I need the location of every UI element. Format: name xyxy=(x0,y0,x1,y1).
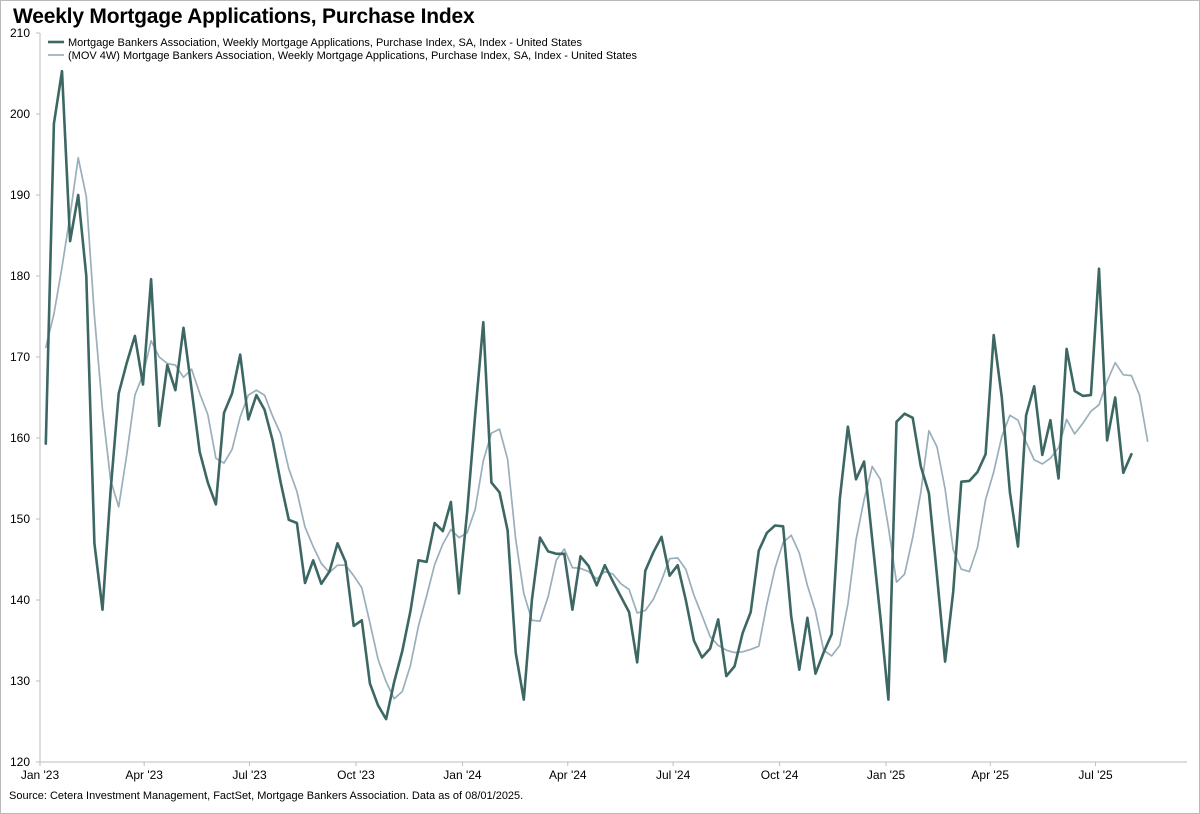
series-lines xyxy=(44,69,1149,721)
x-tick-label: Apr '24 xyxy=(549,768,587,782)
x-tick-label: Jul '23 xyxy=(232,768,267,782)
legend: Mortgage Bankers Association, Weekly Mor… xyxy=(48,37,638,62)
y-tick-label: 190 xyxy=(10,188,30,202)
source-note: Source: Cetera Investment Management, Fa… xyxy=(9,790,524,802)
y-tick-label: 200 xyxy=(10,107,30,121)
y-tick-label: 120 xyxy=(10,755,30,769)
y-tick-label: 140 xyxy=(10,593,30,607)
x-tick-label: Apr '23 xyxy=(125,768,163,782)
y-tick-label: 160 xyxy=(10,431,30,445)
y-axis-ticks: 120 130 140 150 160 170 180 190 200 210 xyxy=(10,26,40,769)
x-tick-label: Oct '23 xyxy=(337,768,375,782)
y-tick-label: 210 xyxy=(10,26,30,40)
chart-title: Weekly Mortgage Applications, Purchase I… xyxy=(13,5,475,28)
x-tick-label: Apr '25 xyxy=(971,768,1009,782)
x-tick-label: Jul '25 xyxy=(1078,768,1113,782)
x-tick-label: Oct '24 xyxy=(761,768,799,782)
y-tick-label: 150 xyxy=(10,512,30,526)
legend-label-purchase-index: Mortgage Bankers Association, Weekly Mor… xyxy=(68,37,583,49)
y-tick-label: 170 xyxy=(10,350,30,364)
series-line-moving-average xyxy=(44,156,1149,700)
axes xyxy=(39,33,1187,763)
y-tick-label: 130 xyxy=(10,674,30,688)
x-tick-label: Jan '23 xyxy=(21,768,60,782)
legend-label-moving-average: (MOV 4W) Mortgage Bankers Association, W… xyxy=(68,50,638,62)
x-tick-label: Jul '24 xyxy=(656,768,691,782)
x-tick-label: Jan '24 xyxy=(443,768,482,782)
x-axis-ticks: Jan '23 Apr '23 Jul '23 Oct '23 Jan '24 Apr '… xyxy=(21,762,1113,782)
x-tick-label: Jan '25 xyxy=(867,768,906,782)
y-tick-label: 180 xyxy=(10,269,30,283)
series-line-purchase-index xyxy=(44,69,1133,721)
